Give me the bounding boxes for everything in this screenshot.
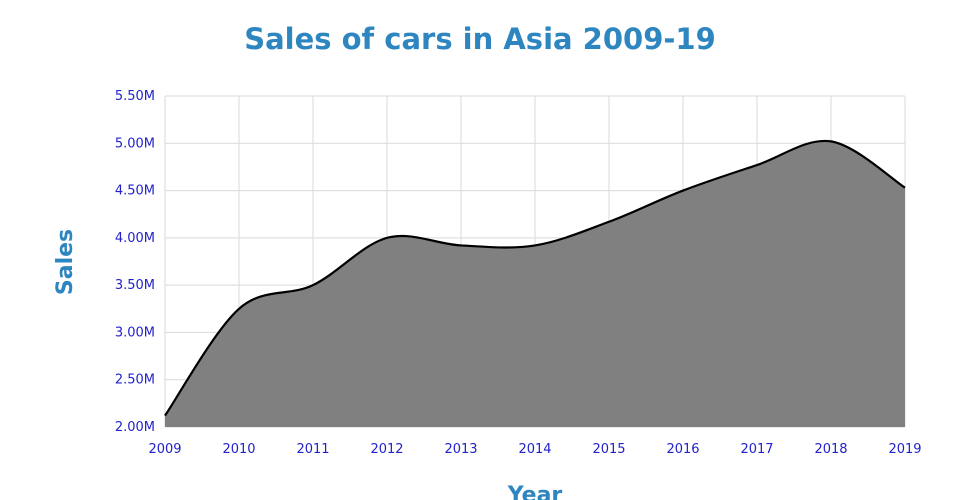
y-tick-label: 5.00M	[115, 136, 155, 151]
area-layer	[164, 139, 906, 427]
x-tick-label: 2015	[592, 442, 625, 457]
y-tick-label: 2.00M	[115, 420, 155, 435]
x-tick-label: 2009	[148, 442, 181, 457]
chart-title: Sales of cars in Asia 2009-19	[244, 22, 716, 56]
x-tick-label: 2018	[814, 442, 847, 457]
y-axis-ticks: 2.00M 2.50M 3.00M 3.50M 4.00M 4.50M 5.00M 5.50M	[115, 89, 155, 435]
x-tick-label: 2016	[666, 442, 699, 457]
x-axis-ticks: 2009 2010 2011 2012 2013 2014 2015 2016 2017 2018…	[148, 442, 921, 457]
y-axis-title: Sales	[53, 229, 78, 295]
x-tick-label: 2017	[740, 442, 773, 457]
area-fill	[165, 140, 905, 427]
x-tick-label: 2012	[370, 442, 403, 457]
y-tick-label: 5.50M	[115, 89, 155, 104]
x-tick-label: 2011	[296, 442, 329, 457]
y-tick-label: 3.00M	[115, 325, 155, 340]
series-line	[164, 139, 906, 417]
y-tick-label: 4.00M	[115, 231, 155, 246]
y-tick-label: 2.50M	[115, 373, 155, 388]
x-tick-label: 2010	[222, 442, 255, 457]
x-tick-label: 2013	[444, 442, 477, 457]
x-tick-label: 2014	[518, 442, 551, 457]
x-axis-title: Year	[507, 483, 563, 500]
y-tick-label: 4.50M	[115, 184, 155, 199]
y-tick-label: 3.50M	[115, 278, 155, 293]
x-tick-label: 2019	[888, 442, 921, 457]
